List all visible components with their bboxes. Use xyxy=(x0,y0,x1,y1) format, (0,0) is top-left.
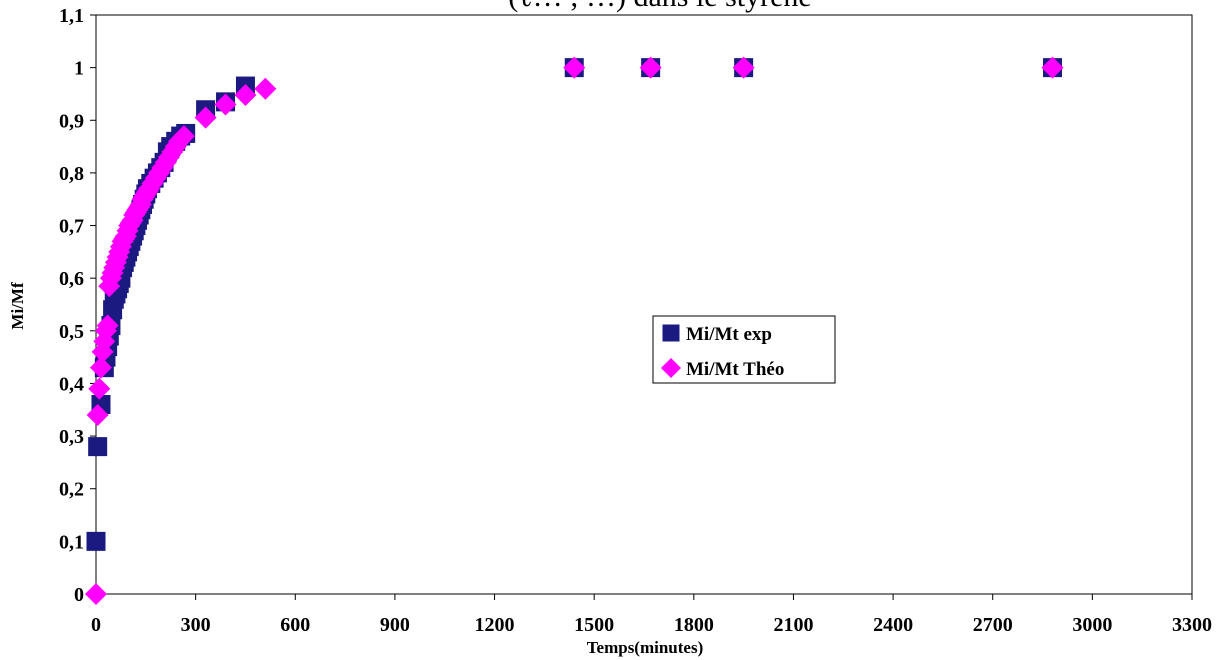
data-point-theo xyxy=(88,377,111,400)
x-tick-label: 900 xyxy=(380,614,410,636)
x-tick-label: 2700 xyxy=(973,614,1013,636)
series-layer xyxy=(85,56,1064,605)
legend-entry: Mi/Mt Théo xyxy=(661,358,784,380)
data-point-exp xyxy=(88,437,108,457)
x-tick-label: 1500 xyxy=(574,614,614,636)
y-tick-label: 0,4 xyxy=(59,373,84,395)
y-tick-label: 0,9 xyxy=(59,110,84,132)
y-tick-label: 0,2 xyxy=(59,479,84,501)
legend-label: Mi/Mt exp xyxy=(686,324,772,345)
x-axis-title: Temps(minutes) xyxy=(587,638,704,657)
legend-marker-diamond xyxy=(661,358,681,378)
x-tick-label: 0 xyxy=(91,614,101,636)
y-tick-label: 0 xyxy=(74,584,84,606)
data-point-theo xyxy=(234,84,257,107)
x-tick-label: 2100 xyxy=(773,614,813,636)
data-point-theo xyxy=(194,106,217,129)
y-tick-label: 0,3 xyxy=(59,426,84,448)
legend-entry: Mi/Mt exp xyxy=(662,324,772,345)
chart-title: (ℓ… ; …) dans le styrène xyxy=(508,0,811,13)
data-point-exp xyxy=(86,531,106,551)
y-axis-title: Mi/Mf xyxy=(8,282,27,330)
data-point-theo xyxy=(732,56,755,79)
y-tick-label: 1,1 xyxy=(59,5,84,27)
x-tick-label: 1200 xyxy=(475,614,515,636)
x-tick-label: 3300 xyxy=(1172,614,1212,636)
data-point-theo xyxy=(1041,56,1064,79)
y-tick-label: 1 xyxy=(74,58,84,80)
data-point-theo xyxy=(89,356,112,379)
y-tick-label: 0,6 xyxy=(59,268,84,290)
plot-frame xyxy=(95,14,1193,595)
data-point-theo xyxy=(86,404,109,427)
x-tick-label: 300 xyxy=(181,614,211,636)
x-tick-label: 3000 xyxy=(1072,614,1112,636)
data-point-theo xyxy=(85,583,107,605)
y-tick-label: 0,5 xyxy=(59,321,84,343)
data-point-theo xyxy=(214,93,237,116)
data-point-theo xyxy=(563,56,586,79)
x-tick-label: 1800 xyxy=(674,614,714,636)
series-theo xyxy=(85,56,1064,605)
y-tick-label: 0,1 xyxy=(59,531,84,553)
legend: Mi/Mt exp Mi/Mt Théo xyxy=(652,315,836,384)
data-point-theo xyxy=(96,314,119,337)
legend-label: Mi/Mt Théo xyxy=(686,359,784,380)
y-tick-labels: 0 0,1 0,2 0,3 0,4 0,5 0,6 0,7 0,8 0,9 1 1,1 xyxy=(59,5,84,606)
legend-box xyxy=(652,315,836,384)
data-point-theo xyxy=(639,56,662,79)
x-tick-labels: 0 300 600 900 1200 1500 1800 2100 2400 2700 3000 33… xyxy=(91,614,1212,636)
data-point-theo xyxy=(254,77,277,100)
y-tick-label: 0,7 xyxy=(59,216,84,238)
x-tick-label: 2400 xyxy=(873,614,913,636)
legend-marker-square xyxy=(662,324,680,342)
y-tick-label: 0,8 xyxy=(59,163,84,185)
x-tick-label: 600 xyxy=(280,614,310,636)
data-point-theo xyxy=(173,125,196,148)
